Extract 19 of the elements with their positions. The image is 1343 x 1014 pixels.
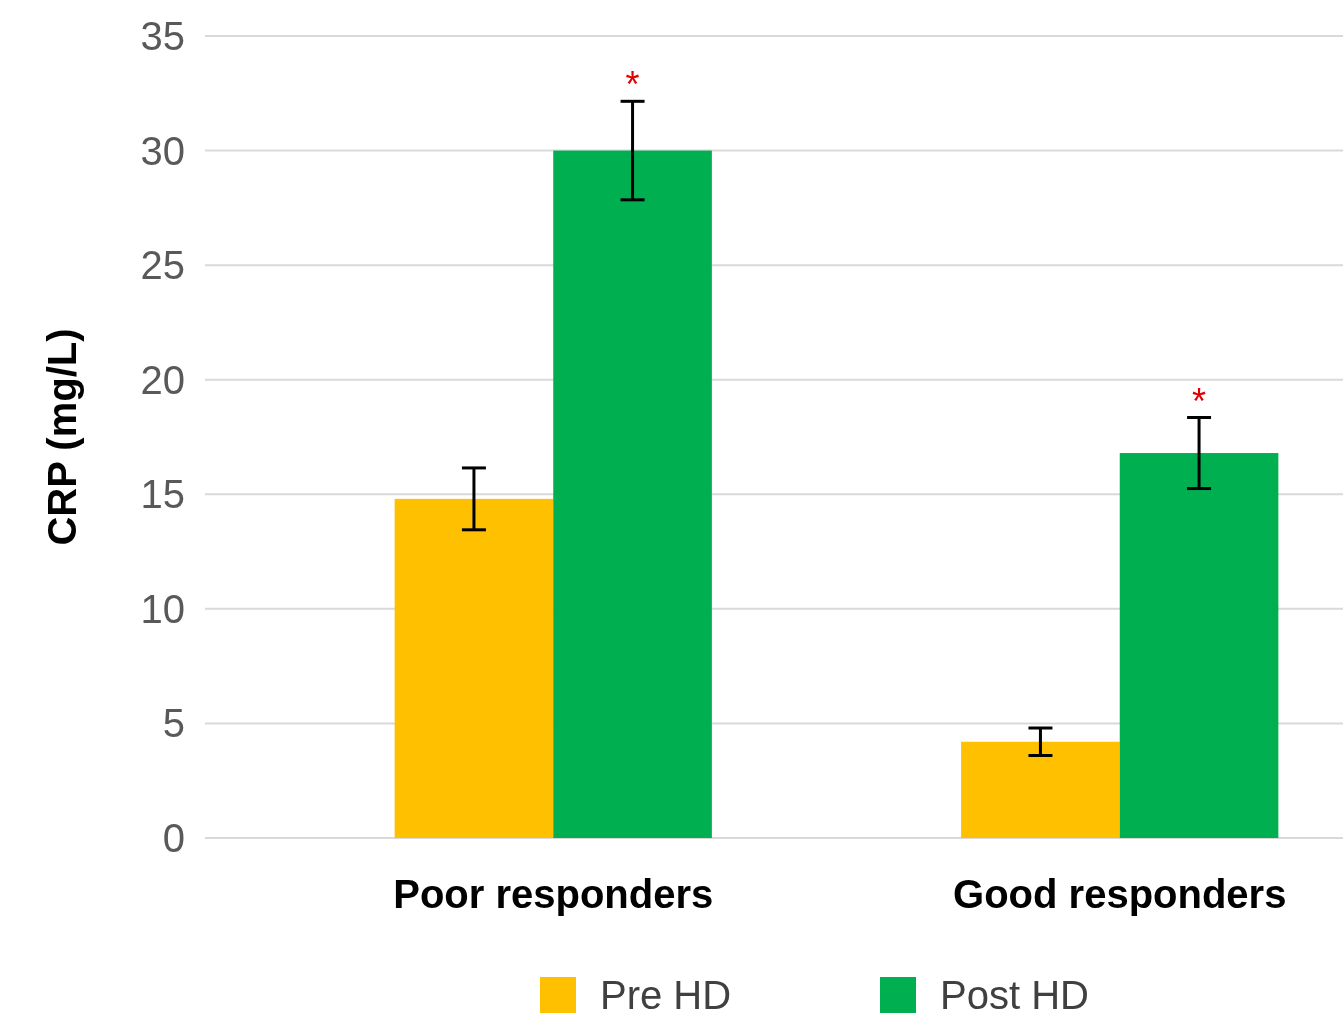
legend-label: Post HD [940, 973, 1089, 1014]
bar [394, 498, 554, 838]
x-tick-label: Good responders [953, 872, 1287, 916]
bar [1119, 453, 1279, 838]
y-tick-label: 35 [140, 14, 185, 58]
y-tick-label: 5 [162, 701, 185, 746]
y-tick-label: 25 [140, 243, 185, 288]
bar [553, 150, 712, 838]
y-axis-title: CRP (mg/L) [40, 328, 84, 546]
y-tick-label: 0 [162, 816, 185, 860]
x-tick-label: Poor responders [393, 872, 714, 916]
annotation: * [1192, 380, 1207, 422]
legend-label: Pre HD [600, 973, 732, 1014]
y-tick-label: 10 [140, 586, 185, 631]
y-tick-label: 20 [140, 357, 185, 402]
bar [961, 741, 1120, 838]
annotation: * [625, 64, 640, 106]
y-tick-label: 15 [140, 472, 185, 517]
y-tick-label: 30 [140, 128, 185, 173]
